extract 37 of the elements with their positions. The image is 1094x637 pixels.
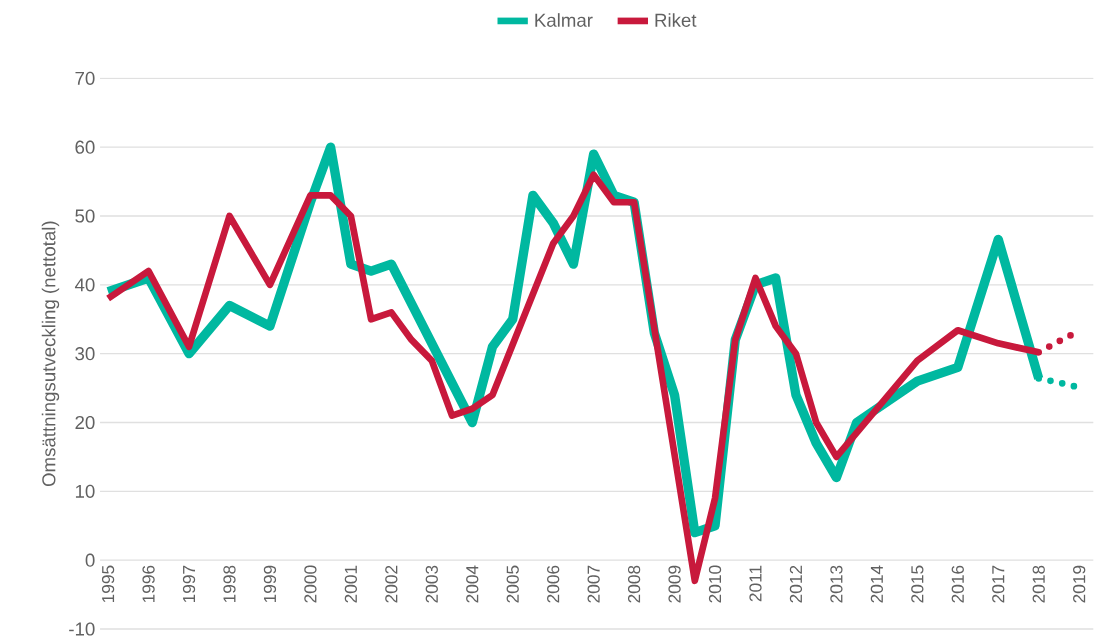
x-tick-label: 2008	[627, 565, 641, 603]
y-tick-label: 30	[75, 347, 95, 361]
x-tick-label: 2004	[466, 565, 479, 603]
y-tick-label: 60	[75, 140, 95, 154]
y-tick-label: 10	[75, 484, 95, 498]
x-tick-label: 1995	[101, 565, 115, 603]
x-tick-label: 2016	[951, 565, 964, 603]
y-tick-label: 50	[75, 209, 95, 223]
legend-label: Riket	[655, 13, 697, 27]
x-tick-label: 2001	[344, 565, 357, 603]
x-tick-label: 2010	[708, 565, 722, 603]
legend-label: Kalmar	[535, 13, 593, 27]
x-tick-label: 2015	[911, 565, 924, 603]
x-tick-label: 2006	[547, 565, 560, 603]
x-tick-label: 1999	[263, 565, 277, 603]
x-tick-label: 2018	[1032, 565, 1045, 603]
y-axis-title: Omsättningsutveckling (nettotal)	[41, 221, 60, 487]
y-tick-label: -10	[69, 622, 95, 636]
x-tick-label: 2005	[506, 565, 519, 603]
x-tick-label: 2019	[1073, 565, 1086, 603]
y-tick-label: 20	[75, 415, 95, 430]
x-tick-label: 2003	[425, 565, 438, 603]
x-tick-label: 2007	[587, 565, 600, 603]
x-tick-label: 2000	[304, 565, 317, 603]
x-tick-label: 2002	[385, 565, 398, 603]
x-tick-label: 1997	[182, 565, 196, 603]
x-tick-label: 1998	[223, 565, 236, 603]
x-tick-label: 2009	[668, 565, 681, 603]
x-tick-label: 2014	[870, 565, 884, 603]
x-tick-label: 2012	[789, 565, 803, 603]
x-tick-label: 2011	[749, 565, 762, 602]
x-tick-label: 2017	[992, 565, 1005, 603]
x-tick-label: 2013	[830, 565, 843, 603]
y-tick-label: 40	[74, 278, 95, 292]
y-tick-label: 0	[85, 553, 95, 567]
x-tick-label: 1996	[142, 565, 155, 603]
y-tick-label: 70	[75, 71, 95, 85]
